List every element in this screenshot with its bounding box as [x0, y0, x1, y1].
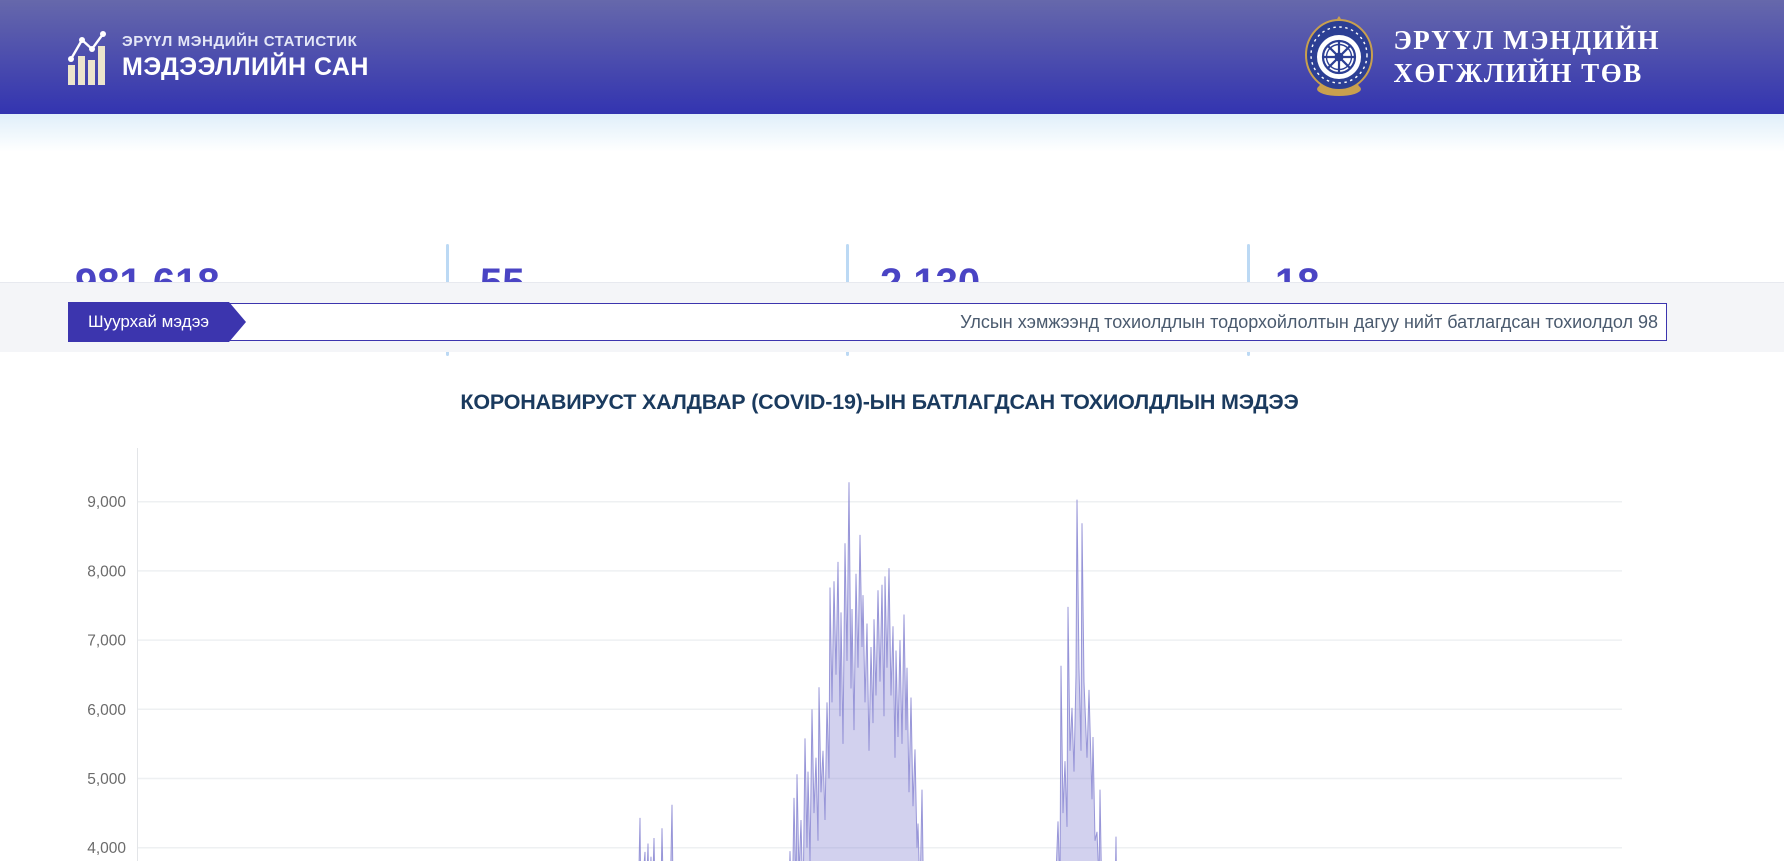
org-name-line2: ХӨГЖЛИЙН ТӨВ	[1393, 58, 1643, 88]
y-axis-tick-label: 6,000	[87, 702, 126, 719]
header: ЭРҮҮЛ МЭНДИЙН СТАТИСТИК МЭДЭЭЛЛИЙН САН Э…	[0, 0, 1784, 114]
org-name-block: ЭРҮҮЛ МЭНДИЙН ХӨГЖЛИЙН ТӨВ	[1393, 24, 1660, 90]
breaking-news-badge-label: Шуурхай мэдээ	[88, 312, 210, 331]
chart-title: КОРОНАВИРУСТ ХАЛДВАР (COVID-19)-ЫН БАТЛА…	[460, 390, 1299, 414]
covid-cases-area-chart: 9,000 8,000 7,000 6,000 5,000 4,000	[87, 448, 1622, 861]
news-ticker-text[interactable]: Улсын хэмжээнд тохиолдлын тодорхойлолтын…	[960, 311, 1658, 332]
site-title-block: ЭРҮҮЛ МЭНДИЙН СТАТИСТИК МЭДЭЭЛЛИЙН САН	[122, 33, 369, 82]
y-axis-tick-label: 5,000	[87, 771, 126, 788]
org-name-line1: ЭРҮҮЛ МЭНДИЙН	[1393, 25, 1660, 56]
site-logo[interactable]: ЭРҮҮЛ МЭНДИЙН СТАТИСТИК МЭДЭЭЛЛИЙН САН	[68, 29, 369, 85]
site-title: МЭДЭЭЛЛИЙН САН	[122, 52, 369, 81]
news-ticker-bar: Шуурхай мэдээ Улсын хэмжээнд тохиолдлын …	[0, 282, 1784, 352]
y-axis-tick-label: 7,000	[87, 633, 126, 650]
breaking-news-badge[interactable]: Шуурхай мэдээ	[68, 302, 247, 342]
y-axis-tick-label: 8,000	[87, 563, 126, 580]
area-series-fill	[639, 482, 1117, 861]
y-axis-tick-label: 4,000	[87, 840, 126, 857]
bar-chart-logo-icon	[68, 31, 106, 85]
news-ticker-box: Улсын хэмжээнд тохиолдлын тодорхойлолтын…	[205, 303, 1667, 341]
org-emblem-icon	[1305, 16, 1374, 96]
area-series-line	[638, 482, 1117, 861]
stats-section: 981,618 Нийт батлагдсан тохиолдлын тоо 5…	[0, 114, 1784, 356]
site-subtitle: ЭРҮҮЛ МЭНДИЙН СТАТИСТИК	[122, 32, 358, 50]
y-axis-labels: 9,000 8,000 7,000 6,000 5,000 4,000	[87, 494, 126, 857]
chart-section: КОРОНАВИРУСТ ХАЛДВАР (COVID-19)-ЫН БАТЛА…	[0, 352, 1784, 861]
org-logo[interactable]: ЭРҮҮЛ МЭНДИЙН ХӨГЖЛИЙН ТӨВ	[1301, 15, 1660, 99]
y-axis-tick-label: 9,000	[87, 494, 126, 511]
